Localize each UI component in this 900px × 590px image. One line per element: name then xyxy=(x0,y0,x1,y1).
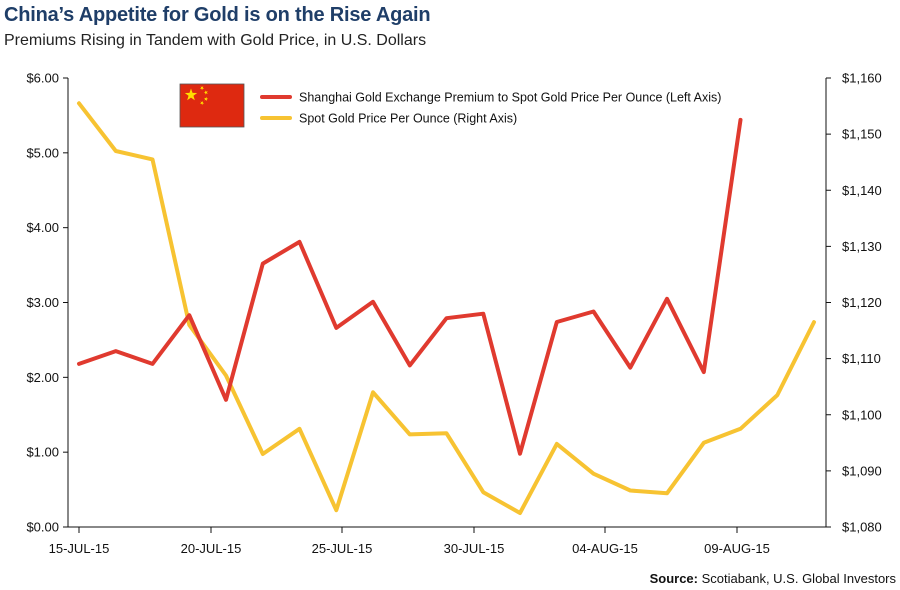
x-tick-label: 09-AUG-15 xyxy=(704,541,770,556)
left-tick-label: $4.00 xyxy=(26,220,59,235)
legend-label-premium: Shanghai Gold Exchange Premium to Spot G… xyxy=(299,91,721,105)
right-axis: $1,080 $1,090 $1,100 $1,110 $1,120 $1,130 $1,1… xyxy=(825,71,882,535)
left-tick-label: $1.00 xyxy=(26,445,59,460)
series-layer xyxy=(77,101,816,515)
right-tick-label: $1,160 xyxy=(842,71,882,86)
left-axis: $0.00 $1.00 $2.00 $3.00 $4.00 $5.00 $6.00 xyxy=(26,71,69,535)
right-tick-label: $1,130 xyxy=(842,239,882,254)
left-tick-label: $2.00 xyxy=(26,370,59,385)
legend: Shanghai Gold Exchange Premium to Spot G… xyxy=(179,83,721,128)
legend-label-gold: Spot Gold Price Per Ounce (Right Axis) xyxy=(299,112,517,126)
right-tick-label: $1,140 xyxy=(842,183,882,198)
right-tick-label: $1,090 xyxy=(842,463,882,478)
flag-star-icon xyxy=(204,96,209,101)
chart-subtitle: Premiums Rising in Tandem with Gold Pric… xyxy=(4,32,427,49)
premium-series-line xyxy=(77,117,743,456)
left-tick-label: $3.00 xyxy=(26,295,59,310)
right-tick-label: $1,080 xyxy=(842,520,882,535)
x-tick-label: 25-JUL-15 xyxy=(312,541,373,556)
x-axis: 15-JUL-15 20-JUL-15 25-JUL-15 30-JUL-15 04-A… xyxy=(49,526,826,556)
flag-star-icon xyxy=(184,88,198,101)
x-tick-label: 20-JUL-15 xyxy=(181,541,242,556)
x-tick-label: 15-JUL-15 xyxy=(49,541,110,556)
left-tick-label: $6.00 xyxy=(26,71,59,86)
source-text: Scotiabank, U.S. Global Investors xyxy=(701,571,896,586)
left-tick-label: $5.00 xyxy=(26,145,59,160)
gold-price-series-line xyxy=(77,101,816,515)
right-tick-label: $1,120 xyxy=(842,295,882,310)
china-flag-icon xyxy=(179,83,245,128)
source-label: Source: xyxy=(649,571,698,586)
chart-title: China’s Appetite for Gold is on the Rise… xyxy=(4,4,431,26)
flag-star-icon xyxy=(203,90,208,95)
flag-star-icon xyxy=(200,101,205,106)
source-note: Source: Scotiabank, U.S. Global Investor… xyxy=(650,571,896,586)
x-tick-label: 04-AUG-15 xyxy=(572,541,638,556)
x-tick-label: 30-JUL-15 xyxy=(444,541,505,556)
right-tick-label: $1,110 xyxy=(842,351,881,366)
flag-star-icon xyxy=(199,86,205,91)
right-tick-label: $1,150 xyxy=(842,127,882,142)
left-tick-label: $0.00 xyxy=(26,520,59,535)
right-tick-label: $1,100 xyxy=(842,407,882,422)
